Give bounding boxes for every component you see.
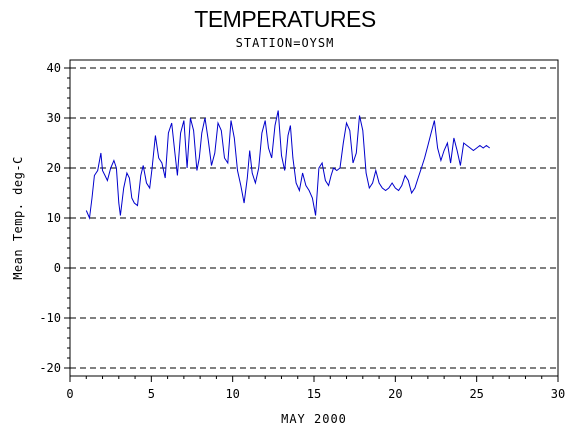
x-tick-label: 0 <box>66 387 73 401</box>
y-tick-label: -10 <box>39 311 61 325</box>
series-line <box>85 110 491 220</box>
x-tick-label: 25 <box>469 387 483 401</box>
y-tick-label: 20 <box>47 161 61 175</box>
chart-title: TEMPERATURES <box>194 6 376 32</box>
x-tick-label: 10 <box>225 387 239 401</box>
x-tick-label: 20 <box>388 387 402 401</box>
y-tick-label: 30 <box>47 111 61 125</box>
y-tick-label: 40 <box>47 61 61 75</box>
x-axis-label: MAY 2000 <box>281 412 347 426</box>
chart-subtitle: STATION=OYSM <box>235 36 335 50</box>
y-tick-label: -20 <box>39 361 61 375</box>
x-tick-label: 5 <box>148 387 155 401</box>
y-tick-label: 0 <box>54 261 61 275</box>
x-tick-label: 30 <box>551 387 565 401</box>
y-tick-label: 10 <box>47 211 61 225</box>
y-axis-label: Mean Temp. deg-C <box>11 156 25 280</box>
x-tick-label: 15 <box>307 387 321 401</box>
